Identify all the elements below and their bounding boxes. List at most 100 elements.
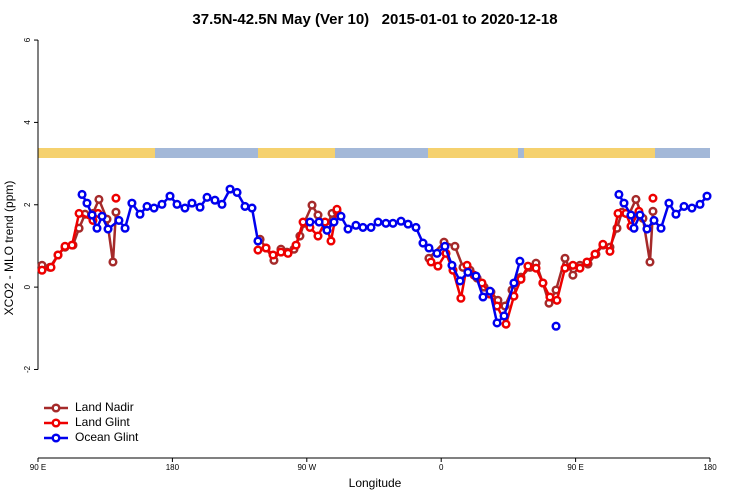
data-point <box>426 257 436 267</box>
data-point <box>210 195 220 205</box>
legend-label: Ocean Glint <box>75 430 139 444</box>
data-point <box>531 263 541 273</box>
data-point <box>87 210 97 220</box>
x-tick-label: 90 E <box>30 463 46 472</box>
legend-label: Land Nadir <box>75 400 134 414</box>
data-point <box>172 199 182 209</box>
data-point <box>120 223 130 233</box>
data-point <box>679 201 689 211</box>
data-point <box>642 224 652 234</box>
data-point <box>509 278 519 288</box>
data-point <box>373 217 383 227</box>
y-tick-label: 6 <box>23 37 32 42</box>
data-point <box>499 311 509 321</box>
data-point <box>590 249 600 259</box>
data-point <box>552 295 562 305</box>
ocean-strip <box>38 148 710 158</box>
data-point <box>485 286 495 296</box>
y-tick-label: -2 <box>23 365 32 373</box>
data-point <box>332 204 342 214</box>
data-point <box>329 217 339 227</box>
y-tick-label: 4 <box>23 120 32 125</box>
data-point <box>111 193 121 203</box>
data-point <box>92 223 102 233</box>
data-point <box>619 198 629 208</box>
data-point <box>695 199 705 209</box>
data-point <box>103 224 113 234</box>
data-point <box>403 219 413 229</box>
data-point <box>358 222 368 232</box>
data-point <box>247 203 257 213</box>
x-tick-label: 180 <box>703 463 717 472</box>
data-point <box>687 203 697 213</box>
data-point <box>645 257 655 267</box>
data-point <box>82 198 92 208</box>
data-point <box>433 261 443 271</box>
data-point <box>501 319 511 329</box>
data-point <box>97 211 107 221</box>
data-point <box>283 248 293 258</box>
data-point <box>135 209 145 219</box>
y-tick-label: 2 <box>23 202 32 207</box>
data-point <box>545 292 555 302</box>
data-point <box>560 263 570 273</box>
data-point <box>225 184 235 194</box>
data-point <box>538 278 548 288</box>
x-axis-label: Longitude <box>349 476 402 490</box>
data-point <box>568 270 578 280</box>
land-strip <box>258 148 335 158</box>
data-point <box>313 231 323 241</box>
land-strip <box>428 148 518 158</box>
data-point <box>202 192 212 202</box>
data-point <box>432 248 442 258</box>
data-point <box>217 199 227 209</box>
data-point <box>336 211 346 221</box>
data-point <box>187 198 197 208</box>
data-point <box>614 189 624 200</box>
data-point <box>180 203 190 213</box>
y-axis-label: XCO2 - MLO trend (ppm) <box>2 181 16 316</box>
series <box>37 194 658 311</box>
data-point <box>157 199 167 209</box>
chart-title: 37.5N-42.5N May (Ver 10) 2015-01-01 to 2… <box>192 11 557 28</box>
data-point <box>366 222 376 232</box>
data-point <box>165 191 175 201</box>
data-point <box>108 257 118 267</box>
data-point <box>142 201 152 211</box>
data-point <box>94 194 104 204</box>
data-point <box>313 210 323 220</box>
x-tick-label: 90 W <box>297 463 316 472</box>
data-point <box>276 247 286 257</box>
legend-marker <box>51 403 61 413</box>
data-point <box>551 321 561 331</box>
data-point <box>253 236 263 246</box>
data-point <box>111 207 121 217</box>
data-point <box>613 208 623 218</box>
data-point <box>516 274 526 284</box>
data-point <box>478 292 488 302</box>
legend-label: Land Glint <box>75 415 130 429</box>
data-point <box>74 208 84 218</box>
data-point <box>253 245 263 255</box>
data-point <box>456 293 466 303</box>
data-point <box>455 276 465 286</box>
data-point <box>492 318 502 328</box>
series <box>37 193 658 329</box>
data-point <box>664 198 674 208</box>
data-point <box>424 243 434 253</box>
data-point <box>37 265 47 275</box>
data-point <box>411 222 421 232</box>
data-point <box>582 257 592 267</box>
data-point <box>447 260 457 270</box>
data-point <box>314 217 324 227</box>
data-point <box>462 260 472 270</box>
data-point <box>450 241 460 251</box>
data-point <box>343 224 353 234</box>
land-strip <box>524 148 655 158</box>
data-point <box>560 253 570 263</box>
data-point <box>523 261 533 271</box>
data-point <box>381 218 391 228</box>
data-point <box>440 241 450 251</box>
